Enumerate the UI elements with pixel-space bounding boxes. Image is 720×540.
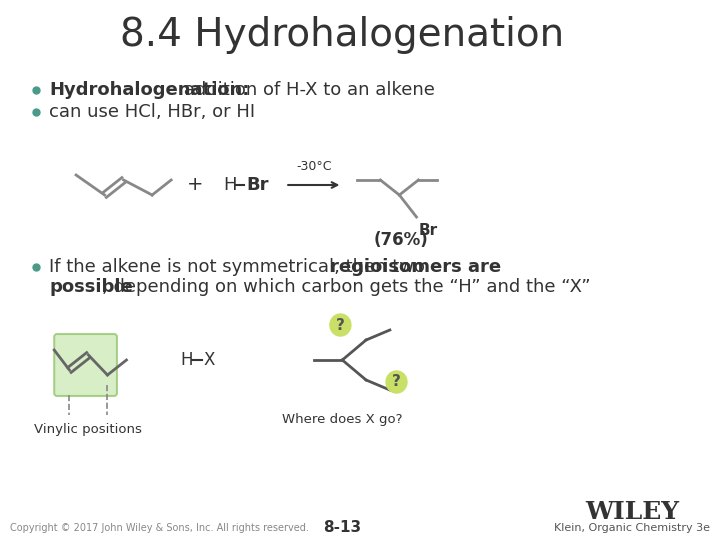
Text: , depending on which carbon gets the “H” and the “X”: , depending on which carbon gets the “H”… [102, 278, 590, 296]
Text: Klein, Organic Chemistry 3e: Klein, Organic Chemistry 3e [554, 523, 711, 533]
Text: If the alkene is not symmetrical, then two: If the alkene is not symmetrical, then t… [50, 258, 431, 276]
Text: H: H [181, 351, 193, 369]
Text: ?: ? [336, 318, 345, 333]
Text: -30°C: -30°C [296, 160, 331, 173]
Text: X: X [204, 351, 215, 369]
Text: Hydrohalogenation:: Hydrohalogenation: [50, 81, 250, 99]
Text: 8-13: 8-13 [323, 521, 361, 536]
Text: +: + [186, 176, 203, 194]
Text: Copyright © 2017 John Wiley & Sons, Inc. All rights reserved.: Copyright © 2017 John Wiley & Sons, Inc.… [9, 523, 308, 533]
Text: Where does X go?: Where does X go? [282, 414, 402, 427]
Text: Vinylic positions: Vinylic positions [35, 423, 143, 436]
FancyBboxPatch shape [54, 334, 117, 396]
Circle shape [330, 314, 351, 336]
Text: WILEY: WILEY [585, 500, 680, 524]
Text: 8.4 Hydrohalogenation: 8.4 Hydrohalogenation [120, 16, 564, 54]
Text: (76%): (76%) [374, 231, 428, 249]
Text: Br: Br [418, 223, 438, 238]
Text: ?: ? [392, 375, 401, 389]
Text: can use HCl, HBr, or HI: can use HCl, HBr, or HI [50, 103, 256, 121]
Text: possible: possible [50, 278, 133, 296]
Text: regioisomers are: regioisomers are [330, 258, 500, 276]
Text: Br: Br [246, 176, 269, 194]
Circle shape [386, 371, 407, 393]
Text: addition of H-X to an alkene: addition of H-X to an alkene [178, 81, 435, 99]
Text: H: H [223, 176, 237, 194]
